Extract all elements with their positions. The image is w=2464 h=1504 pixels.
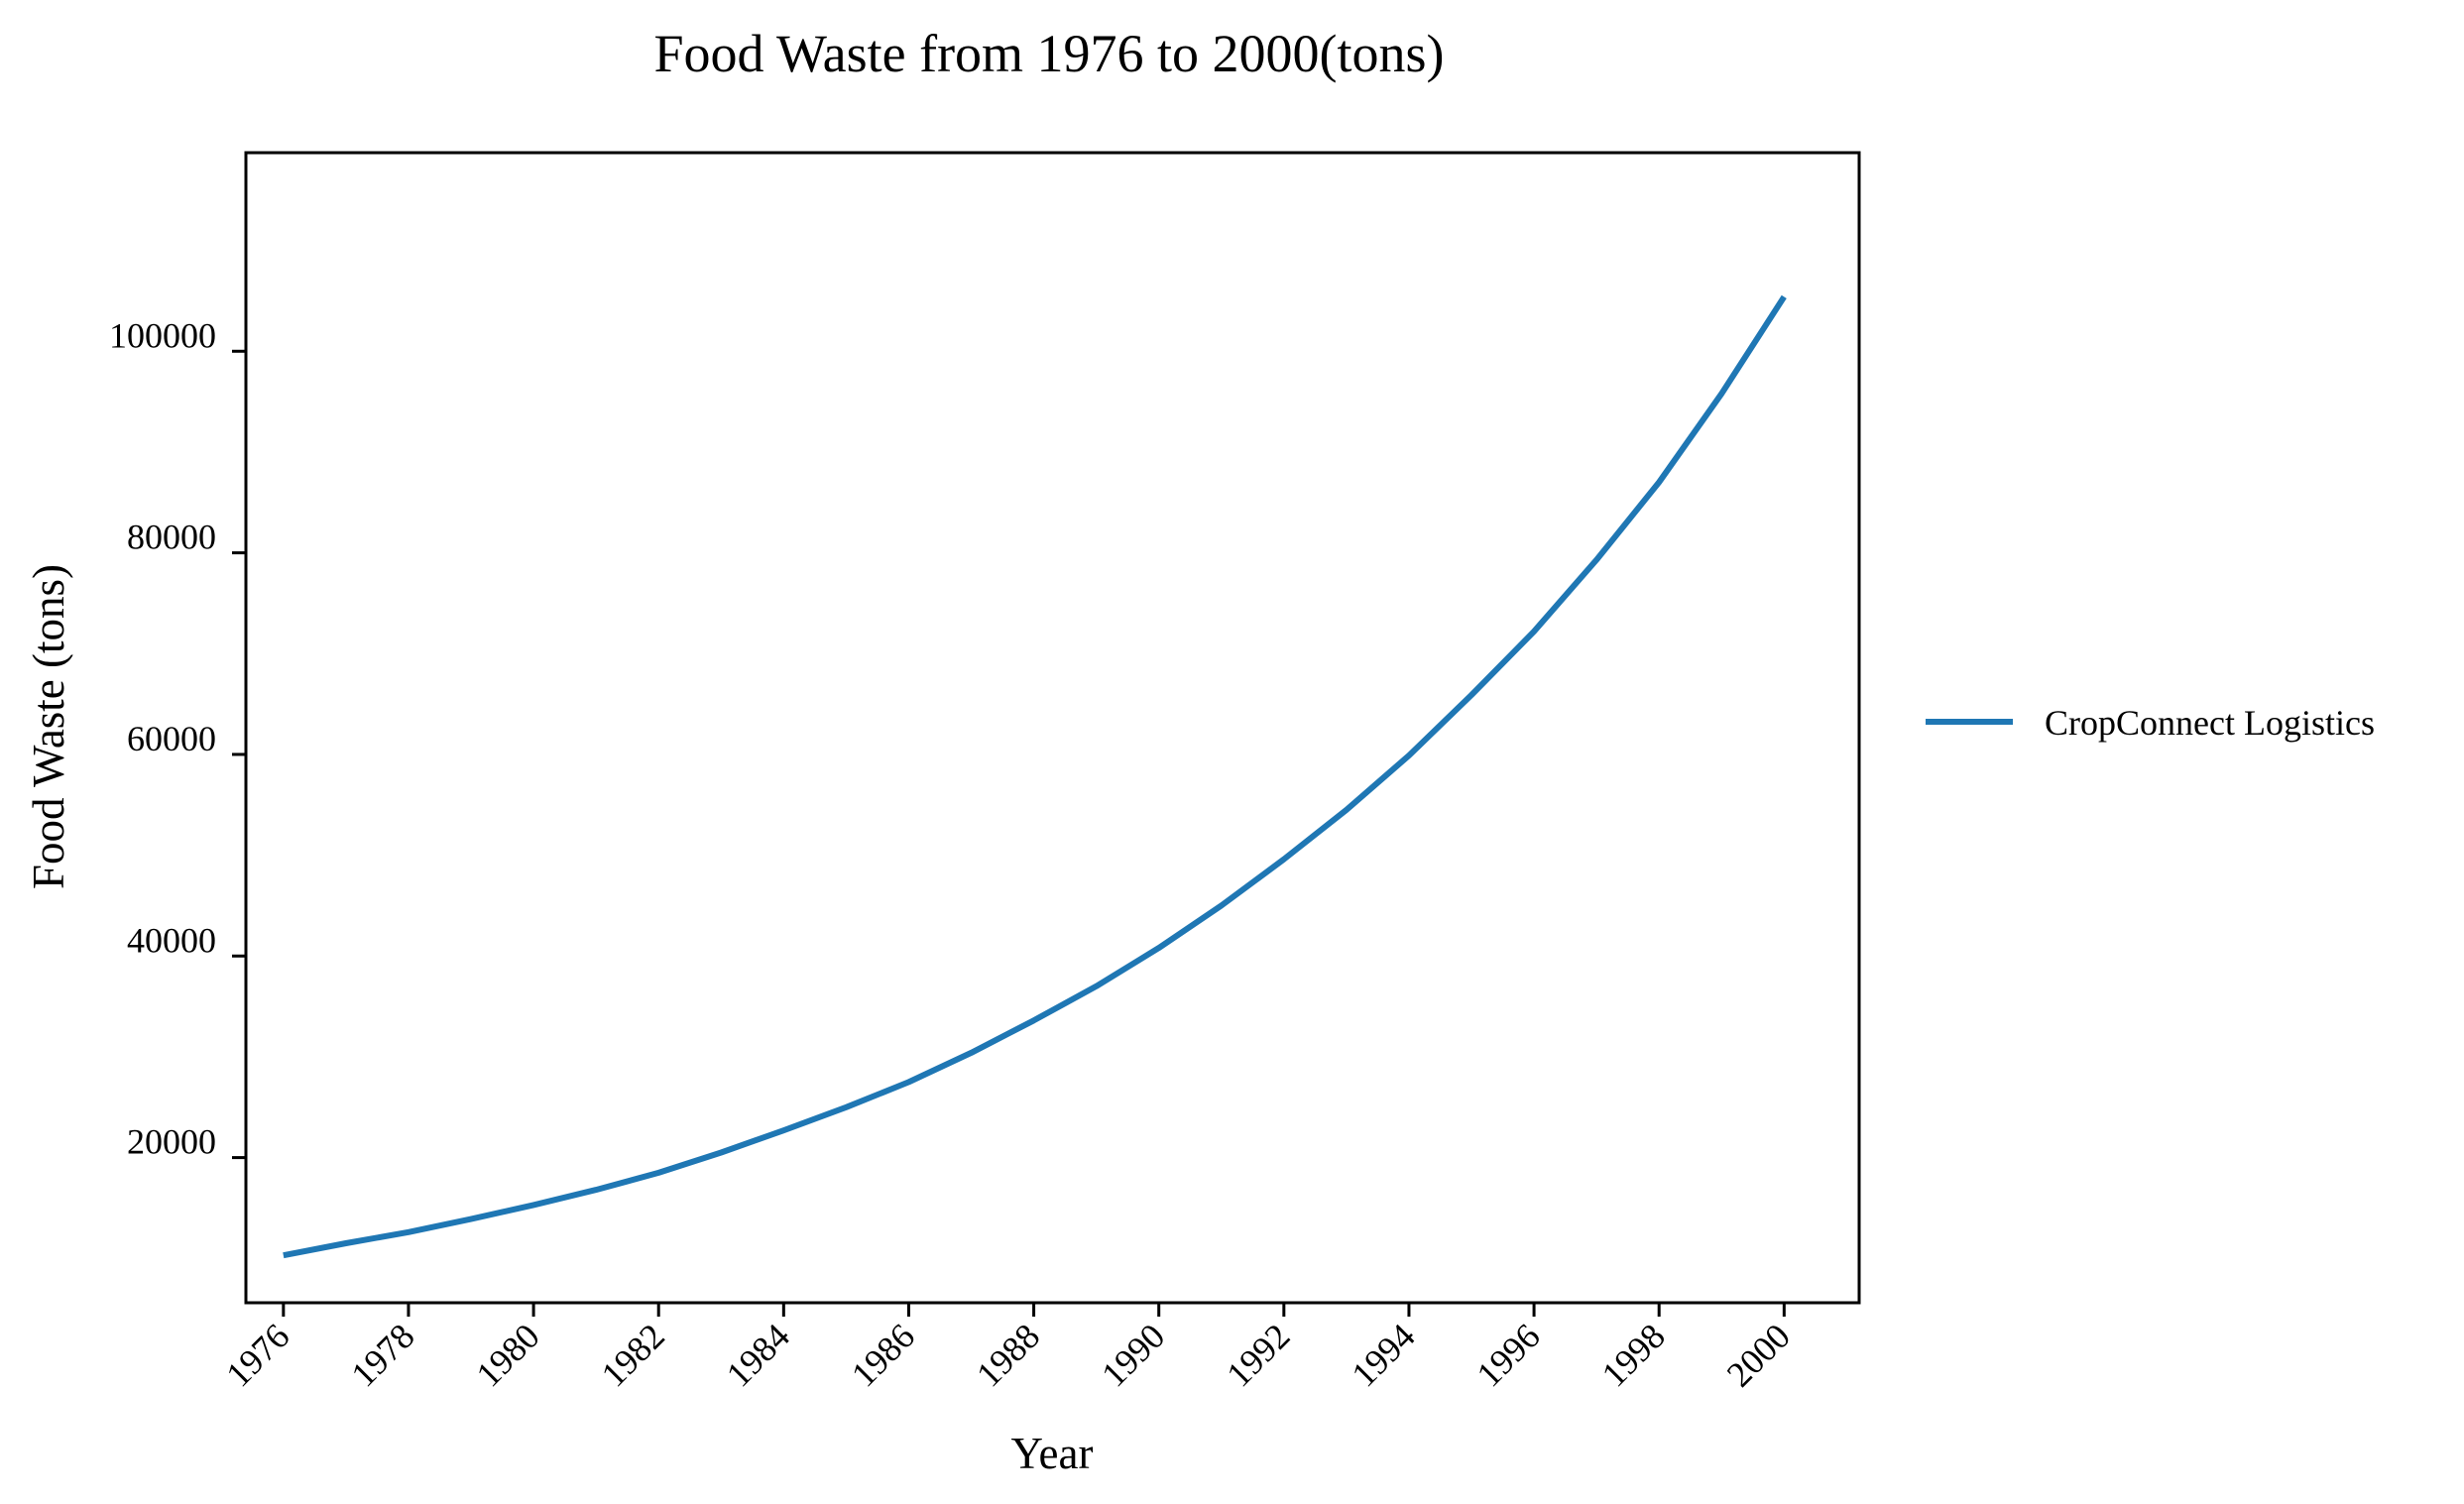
y-tick-label: 80000 [127, 518, 216, 557]
legend-label: CropConnect Logistics [2045, 703, 2375, 743]
series-lines [283, 294, 1787, 1259]
y-axis-label: Food Waste (tons) [24, 564, 73, 889]
x-tick-label: 1982 [594, 1316, 672, 1394]
x-tick-label: 1980 [469, 1316, 547, 1394]
y-axis-ticks: 20000 40000 60000 80000 100000 [109, 315, 246, 1162]
chart-title: Food Waste from 1976 to 2000(tons) [653, 24, 1444, 83]
x-tick-label: 1988 [969, 1316, 1047, 1394]
x-axis-label: Year [1011, 1429, 1094, 1478]
y-tick-label: 100000 [109, 315, 216, 355]
legend: CropConnect Logistics [1926, 703, 2375, 743]
x-tick-label: 1990 [1094, 1316, 1172, 1394]
x-tick-label: 1998 [1594, 1316, 1673, 1394]
x-tick-label: 1978 [343, 1316, 421, 1394]
x-axis-ticks: 1976 1978 1980 1982 1984 1986 1988 1990 1992 1994… [218, 1303, 1798, 1395]
x-tick-label: 2000 [1719, 1316, 1798, 1394]
x-tick-label: 1984 [719, 1316, 797, 1394]
x-tick-label: 1996 [1469, 1316, 1548, 1394]
x-tick-label: 1992 [1219, 1316, 1297, 1394]
y-tick-label: 40000 [127, 920, 216, 960]
plot-area [244, 151, 1861, 1305]
x-tick-label: 1976 [218, 1316, 296, 1394]
y-tick-label: 20000 [127, 1122, 216, 1162]
x-tick-label: 1986 [844, 1316, 922, 1394]
y-tick-label: 60000 [127, 719, 216, 758]
series-line-0 [283, 294, 1787, 1259]
x-tick-label: 1994 [1344, 1316, 1422, 1394]
